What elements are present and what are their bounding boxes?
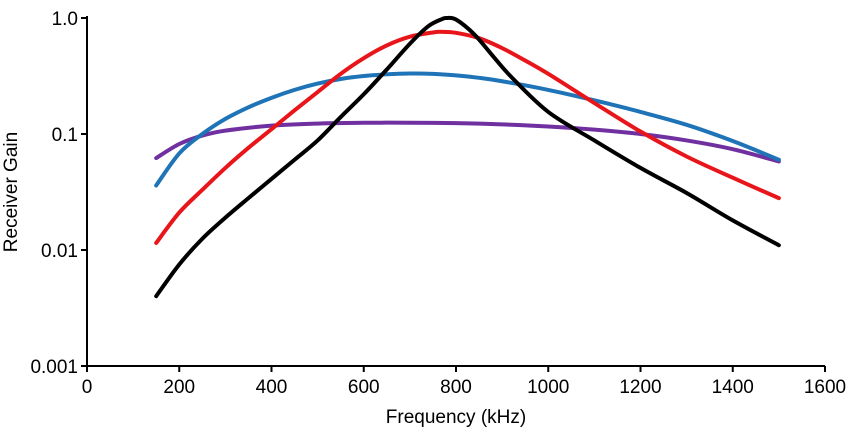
x-axis-title: Frequency (kHz) bbox=[386, 407, 526, 428]
y-tick-label: 1.0 bbox=[52, 9, 78, 30]
y-tick-label: 0.01 bbox=[41, 241, 78, 262]
x-tick-label: 200 bbox=[163, 377, 195, 398]
series-line-3 bbox=[154, 120, 781, 164]
x-tick-label: 400 bbox=[256, 377, 288, 398]
y-tick-label: 0.1 bbox=[52, 125, 78, 146]
y-tick-label: 0.001 bbox=[30, 357, 78, 378]
x-tick-label: 1600 bbox=[804, 377, 846, 398]
x-axis-ticks: 0 200 400 600 800 1000 1200 1400 1600 bbox=[82, 366, 846, 398]
x-tick-label: 600 bbox=[348, 377, 380, 398]
y-axis-title: Receiver Gain bbox=[1, 132, 22, 252]
x-tick-label: 1400 bbox=[712, 377, 754, 398]
x-tick-label: 1000 bbox=[527, 377, 569, 398]
y-axis-ticks: 0.001 0.01 0.1 1.0 bbox=[30, 9, 87, 378]
series-line-1 bbox=[154, 29, 781, 245]
x-tick-label: 800 bbox=[440, 377, 472, 398]
axes bbox=[86, 16, 825, 367]
x-tick-label: 0 bbox=[82, 377, 93, 398]
x-tick-label: 1200 bbox=[619, 377, 661, 398]
series-lines bbox=[154, 15, 781, 299]
series-line-2 bbox=[154, 71, 781, 188]
series-line-0 bbox=[154, 15, 781, 299]
